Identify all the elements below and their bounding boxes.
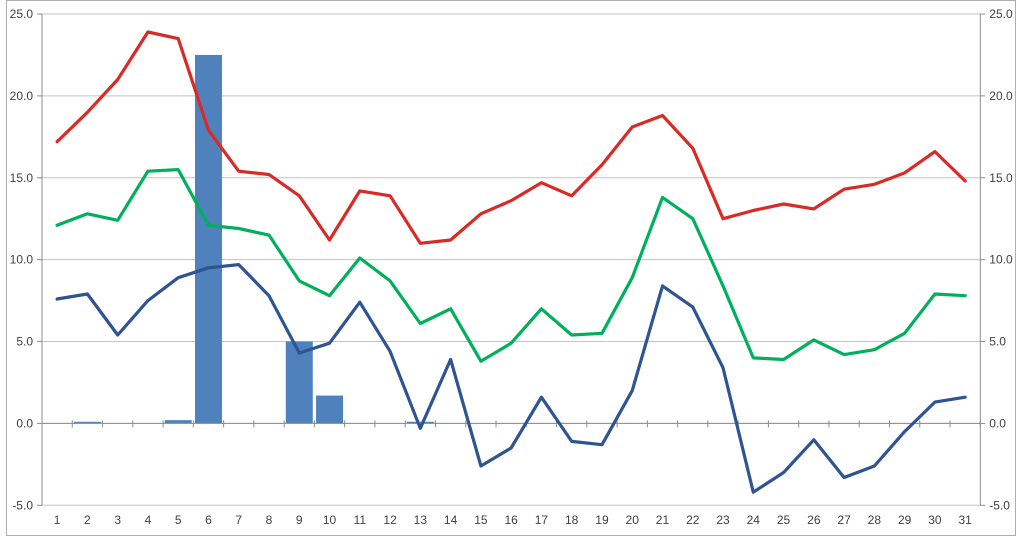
x-label-11: 11	[354, 513, 367, 527]
x-label-1: 1	[54, 513, 61, 527]
bar-day-5	[164, 420, 192, 424]
navy-line	[55, 263, 967, 494]
red-line	[55, 30, 967, 245]
x-label-23: 23	[716, 513, 730, 527]
x-label-27: 27	[837, 513, 851, 527]
y-label-left-0.0: 0.0	[16, 416, 33, 430]
x-label-15: 15	[474, 513, 488, 527]
x-label-20: 20	[626, 513, 640, 527]
x-label-24: 24	[747, 513, 761, 527]
bar-series	[73, 54, 434, 424]
y-label-left-15.0: 15.0	[10, 171, 34, 185]
x-label-22: 22	[686, 513, 700, 527]
x-label-14: 14	[444, 513, 458, 527]
x-label-31: 31	[958, 513, 972, 527]
x-label-12: 12	[383, 513, 397, 527]
x-label-7: 7	[235, 513, 242, 527]
x-label-16: 16	[504, 513, 518, 527]
x-axis-labels: 1 2 3 4 5 6 7 8 9 10 11 12 13 14 15 16 17 18 19 20 21 22 23 24 2…	[54, 513, 972, 527]
x-label-10: 10	[323, 513, 337, 527]
y-label-right-5.0: 5.0	[989, 335, 1006, 349]
x-label-29: 29	[898, 513, 912, 527]
y-label-right-15.0: 15.0	[989, 171, 1013, 185]
y-label-left-10.0: 10.0	[10, 253, 34, 267]
bar-day-9	[285, 341, 313, 424]
x-label-9: 9	[296, 513, 303, 527]
bar-day-2	[73, 421, 101, 424]
x-label-19: 19	[595, 513, 609, 527]
y-axis-labels-left: 25.0 20.0 15.0 10.0 5.0 0.0 -5.0	[10, 7, 34, 512]
y-label-right-25.0: 25.0	[989, 7, 1013, 21]
y-axis-labels-right: 25.0 20.0 15.0 10.0 5.0 0.0 -5.0	[989, 7, 1013, 512]
x-label-30: 30	[928, 513, 942, 527]
x-label-4: 4	[145, 513, 152, 527]
green-line	[55, 168, 967, 363]
y-label-right-0.0: 0.0	[989, 416, 1006, 430]
x-label-13: 13	[414, 513, 428, 527]
bar-day-13	[406, 421, 434, 424]
x-label-3: 3	[114, 513, 121, 527]
y-label-left--5.0: -5.0	[12, 498, 33, 512]
y-label-left-5.0: 5.0	[16, 335, 33, 349]
axes	[37, 13, 986, 506]
x-label-17: 17	[535, 513, 549, 527]
x-label-5: 5	[175, 513, 182, 527]
y-label-right--5.0: -5.0	[989, 498, 1010, 512]
chart-frame: 25.0 20.0 15.0 10.0 5.0 0.0 -5.0 25.0 20.0 15.0 10…	[6, 0, 1016, 536]
gridlines	[42, 13, 981, 506]
x-label-28: 28	[868, 513, 882, 527]
y-label-left-25.0: 25.0	[10, 7, 34, 21]
x-label-6: 6	[205, 513, 212, 527]
y-label-right-10.0: 10.0	[989, 253, 1013, 267]
bar-day-6	[194, 54, 222, 424]
y-label-left-20.0: 20.0	[10, 89, 34, 103]
x-label-21: 21	[656, 513, 670, 527]
y-label-right-20.0: 20.0	[989, 89, 1013, 103]
x-label-8: 8	[266, 513, 273, 527]
x-label-18: 18	[565, 513, 579, 527]
x-label-26: 26	[807, 513, 821, 527]
x-label-25: 25	[777, 513, 791, 527]
bar-day-10	[316, 395, 344, 424]
x-label-2: 2	[84, 513, 91, 527]
